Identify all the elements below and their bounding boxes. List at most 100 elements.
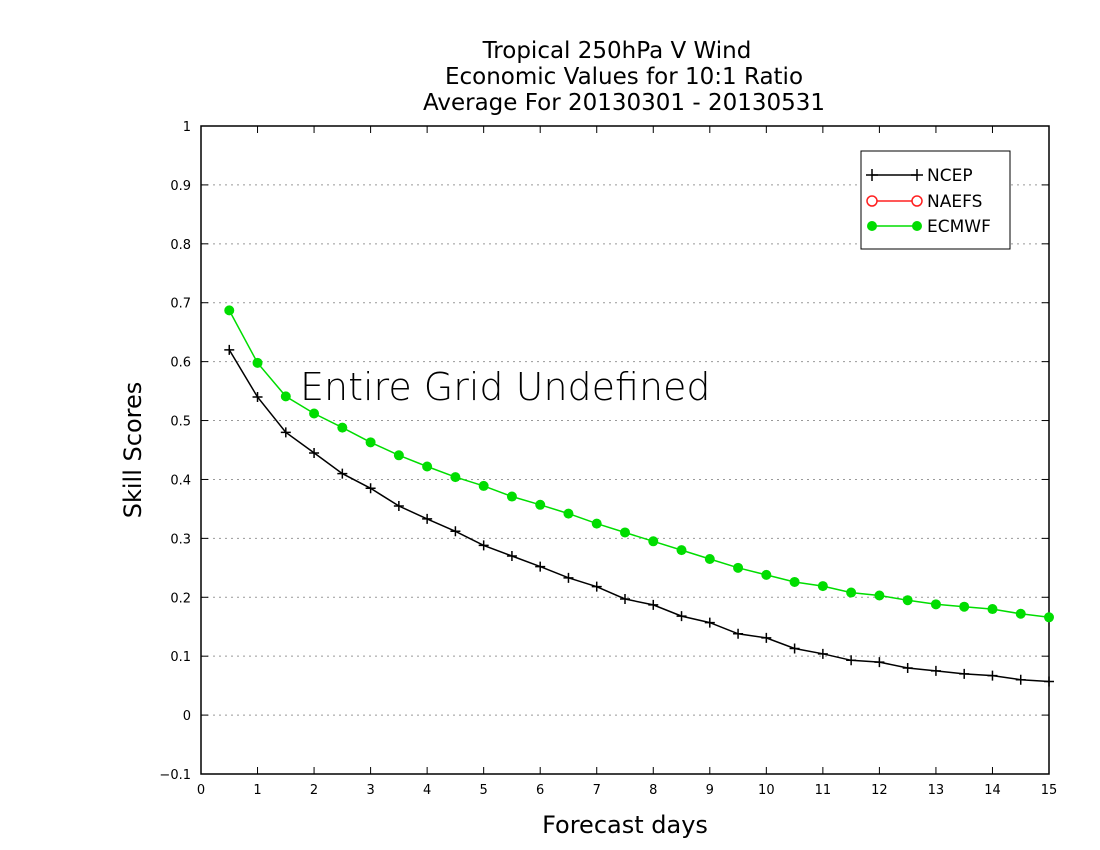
data-point-ecmwf	[563, 508, 574, 519]
legend-open-circle-marker	[866, 195, 878, 207]
data-point-ncep	[620, 594, 630, 605]
y-tick-label: 0.2	[170, 591, 191, 606]
data-point-ncep	[846, 655, 857, 666]
y-tick-label: −0.1	[159, 768, 191, 783]
legend-label-ncep: NCEP	[927, 166, 973, 186]
data-point-ncep	[789, 643, 800, 654]
data-point-ncep	[337, 468, 348, 479]
legend-open-circle-marker	[911, 195, 923, 207]
y-tick-label: 0.5	[170, 415, 191, 430]
data-point-ncep	[930, 665, 941, 676]
y-tick-label: 1	[183, 120, 191, 135]
data-point-ncep	[309, 447, 320, 458]
data-point-ncep	[1015, 674, 1026, 685]
x-tick-label: 1	[253, 783, 261, 798]
data-point-ncep	[563, 572, 574, 583]
data-point-ncep	[987, 670, 998, 681]
data-point-ncep	[422, 513, 433, 524]
data-point-ecmwf	[252, 357, 263, 368]
data-point-ncep	[1044, 676, 1054, 687]
y-tick-label: 0.4	[170, 473, 191, 488]
x-tick-label: 3	[366, 783, 374, 798]
x-tick-label: 10	[758, 783, 775, 798]
data-point-ncep	[902, 662, 913, 673]
legend-item-ncep: NCEP	[866, 166, 973, 186]
legend-filled-circle-marker	[867, 221, 877, 231]
data-point-ncep	[874, 657, 885, 668]
data-point-ecmwf	[478, 480, 489, 491]
y-tick-label: 0.7	[170, 297, 191, 312]
title-line-3: Average For 20130301 - 20130531	[423, 90, 825, 116]
data-point-ecmwf	[959, 601, 970, 612]
data-point-ncep	[733, 628, 744, 639]
data-point-ncep	[224, 344, 235, 355]
data-point-ncep	[761, 632, 772, 643]
data-point-ecmwf	[280, 391, 291, 402]
data-point-ecmwf	[874, 590, 885, 601]
data-point-ecmwf	[704, 553, 715, 564]
y-tick-label: 0.3	[170, 532, 191, 547]
data-point-ncep	[393, 500, 404, 511]
data-point-ncep	[591, 581, 602, 592]
x-tick-label: 8	[649, 783, 657, 798]
data-point-ecmwf	[591, 518, 602, 529]
y-tick-label: 0.1	[170, 650, 191, 665]
data-point-ncep	[959, 668, 970, 679]
data-point-ecmwf	[224, 305, 235, 316]
x-tick-label: 14	[984, 783, 1001, 798]
data-point-ecmwf	[337, 422, 348, 433]
data-point-ncep	[535, 561, 546, 572]
annotation-text: Entire Grid Undefined	[300, 365, 711, 409]
x-tick-label: 7	[593, 783, 601, 798]
y-axis-title: Skill Scores	[119, 382, 147, 519]
data-point-ecmwf	[620, 527, 630, 538]
y-tick-label: 0.6	[170, 356, 191, 371]
legend-label-ecmwf: ECMWF	[927, 217, 991, 237]
series-line-ecmwf	[228, 310, 1050, 619]
x-tick-label: 13	[928, 783, 945, 798]
legend-filled-circle-marker	[912, 221, 922, 231]
data-point-ncep	[506, 551, 517, 562]
gridlines	[201, 184, 1049, 716]
data-point-ecmwf	[648, 536, 659, 547]
data-point-ecmwf	[846, 587, 857, 598]
legend-item-naefs: NAEFS	[866, 192, 982, 212]
title-line-1: Tropical 250hPa V Wind	[482, 38, 752, 64]
title-line-2: Economic Values for 10:1 Ratio	[445, 64, 803, 90]
x-tick-label: 11	[815, 783, 832, 798]
data-point-ecmwf	[506, 491, 517, 502]
data-point-ecmwf	[422, 461, 433, 472]
x-tick-label: 9	[706, 783, 714, 798]
data-point-ecmwf	[761, 569, 772, 580]
x-tick-label: 2	[310, 783, 318, 798]
data-point-ecmwf	[1015, 608, 1026, 619]
data-point-ecmwf	[789, 576, 800, 587]
legend-box	[860, 150, 1011, 250]
data-point-ncep	[817, 648, 828, 659]
data-point-ecmwf	[930, 599, 941, 610]
data-point-ncep	[704, 617, 715, 628]
data-point-ecmwf	[1044, 612, 1054, 623]
plot-frame	[200, 125, 1050, 775]
y-tick-label: 0	[183, 709, 191, 724]
data-point-ecmwf	[365, 437, 376, 448]
x-tick-label: 15	[1041, 783, 1058, 798]
data-point-ncep	[252, 391, 263, 402]
series-ncep	[224, 344, 1054, 687]
data-point-ncep	[648, 599, 659, 610]
legend-plus-marker	[866, 169, 878, 181]
x-tick-label: 12	[871, 783, 888, 798]
data-point-ecmwf	[535, 499, 546, 510]
data-point-ecmwf	[309, 408, 320, 419]
data-point-ecmwf	[676, 545, 687, 556]
data-point-ecmwf	[393, 450, 404, 461]
series-layer	[224, 305, 1054, 687]
x-tick-label: 5	[480, 783, 488, 798]
data-point-ncep	[280, 427, 291, 438]
legend: NCEP NAEFS ECMWF	[860, 150, 1011, 250]
data-point-ecmwf	[450, 472, 461, 483]
x-axis-title: Forecast days	[542, 811, 708, 839]
y-tick-label: 0.9	[170, 179, 191, 194]
x-tick-label: 4	[423, 783, 431, 798]
